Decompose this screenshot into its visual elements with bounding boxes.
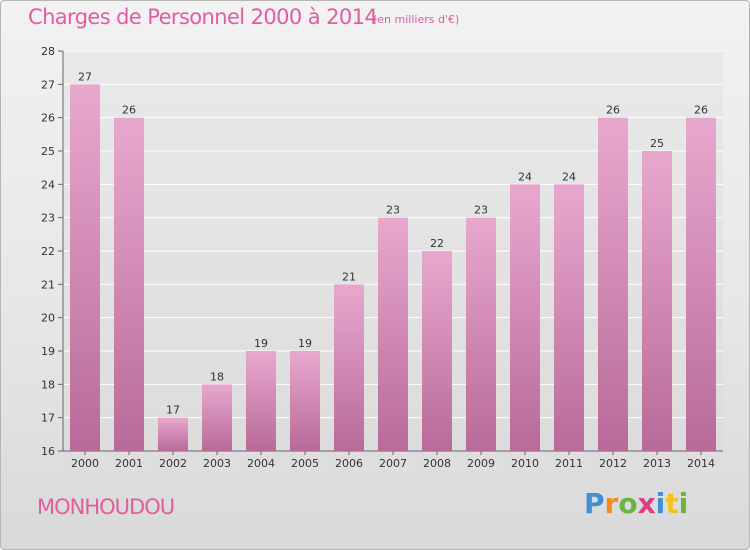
value-label: 24 [518, 170, 532, 183]
x-tick-label: 2001 [115, 457, 143, 470]
bar-2006 [334, 284, 364, 451]
y-tick-label: 27 [41, 78, 55, 91]
x-tick-label: 2005 [291, 457, 319, 470]
bar-2004 [246, 351, 276, 451]
bar-2012 [598, 117, 628, 452]
value-label: 22 [430, 237, 444, 250]
x-tick-label: 2011 [555, 457, 583, 470]
logo-letter: i [678, 487, 689, 520]
bar-2000 [70, 84, 100, 451]
x-tick-label: 2003 [203, 457, 231, 470]
bar-2014 [686, 117, 716, 452]
bar-2008 [422, 251, 452, 451]
bar-2011 [554, 184, 584, 452]
y-tick-label: 18 [41, 378, 55, 391]
bar-2010 [510, 184, 540, 452]
value-label: 24 [562, 170, 576, 183]
y-tick-label: 21 [41, 278, 55, 291]
logo-letter: r [604, 487, 619, 520]
y-tick-label: 26 [41, 112, 55, 125]
value-label: 26 [694, 104, 708, 117]
value-label: 21 [342, 270, 356, 283]
y-tick-label: 23 [41, 212, 55, 225]
logo-letter: x [637, 487, 656, 520]
x-tick-label: 2000 [71, 457, 99, 470]
bar-2013 [642, 151, 672, 451]
logo-letter: o [618, 487, 638, 520]
x-tick-label: 2007 [379, 457, 407, 470]
x-tick-label: 2012 [599, 457, 627, 470]
bar-2001 [114, 117, 144, 452]
logo-letter: t [665, 487, 679, 520]
y-tick-label: 19 [41, 345, 55, 358]
value-label: 25 [650, 137, 664, 150]
chart-subtitle: (en milliers d'€) [373, 13, 460, 26]
value-label: 26 [606, 104, 620, 117]
chart-title: Charges de Personnel 2000 à 2014 [28, 5, 378, 29]
x-tick-label: 2006 [335, 457, 363, 470]
value-label: 27 [78, 70, 92, 83]
x-tick-label: 2004 [247, 457, 275, 470]
x-tick-label: 2002 [159, 457, 187, 470]
x-tick-label: 2010 [511, 457, 539, 470]
value-label: 19 [298, 337, 312, 350]
proxiti-logo: Proxiti [584, 487, 688, 520]
y-tick-label: 24 [41, 178, 55, 191]
x-tick-label: 2014 [687, 457, 715, 470]
bar-2009 [466, 217, 496, 451]
logo-letter: i [655, 487, 666, 520]
bar-2005 [290, 351, 320, 451]
x-tick-label: 2008 [423, 457, 451, 470]
value-label: 17 [166, 404, 180, 417]
logo-letter: P [584, 487, 605, 520]
x-tick-label: 2013 [643, 457, 671, 470]
y-tick-label: 16 [41, 445, 55, 458]
value-label: 19 [254, 337, 268, 350]
y-tick-label: 25 [41, 145, 55, 158]
value-label: 23 [386, 204, 400, 217]
y-tick-label: 22 [41, 245, 55, 258]
y-tick-label: 17 [41, 412, 55, 425]
bar-2007 [378, 217, 408, 451]
y-tick-label: 20 [41, 312, 55, 325]
x-tick-label: 2009 [467, 457, 495, 470]
bar-2002 [158, 417, 188, 451]
y-tick-label: 28 [41, 45, 55, 58]
value-label: 26 [122, 104, 136, 117]
bar-2003 [202, 384, 232, 451]
value-label: 18 [210, 370, 224, 383]
commune-name: MONHOUDOU [37, 495, 175, 519]
value-label: 23 [474, 204, 488, 217]
